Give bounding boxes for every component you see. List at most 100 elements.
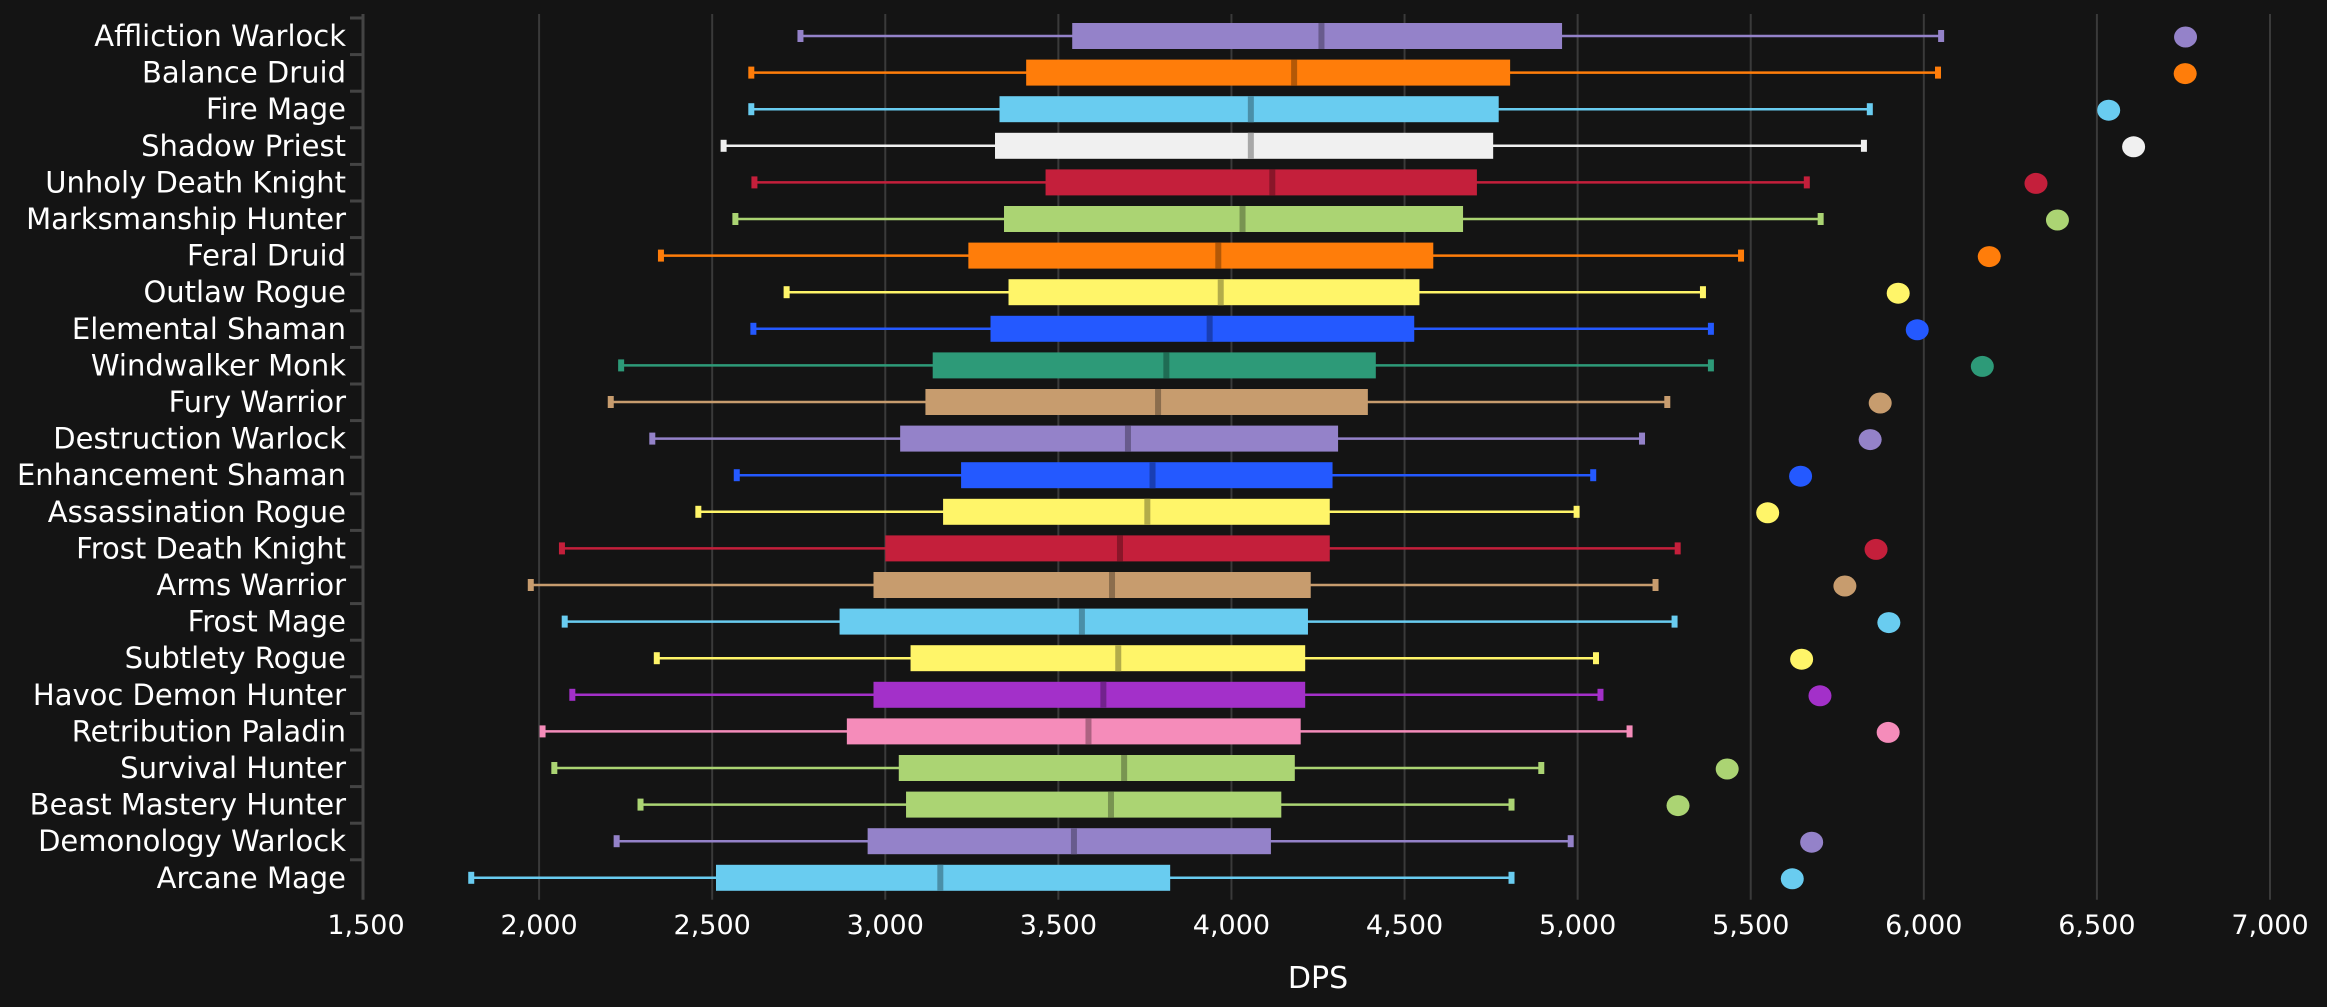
whisker-min-cap bbox=[695, 505, 702, 518]
box-affliction-warlock[interactable] bbox=[797, 23, 2198, 49]
box-retribution-paladin[interactable] bbox=[539, 718, 1900, 745]
box-fire-mage[interactable] bbox=[748, 96, 2121, 123]
box-frost-mage[interactable] bbox=[561, 608, 1901, 635]
x-tick-label: 4,500 bbox=[1366, 910, 1443, 941]
max-point[interactable] bbox=[1808, 685, 1832, 707]
box-arms-warrior[interactable] bbox=[527, 572, 1857, 598]
median-mark bbox=[1115, 645, 1122, 672]
median-mark bbox=[1247, 96, 1254, 123]
x-tick-label: 1,500 bbox=[327, 910, 404, 941]
iqr-box bbox=[1045, 169, 1477, 196]
max-point[interactable] bbox=[2024, 172, 2048, 194]
x-tick-label: 5,500 bbox=[1712, 910, 1789, 941]
whisker-min-cap bbox=[613, 835, 620, 848]
whisker-min-cap bbox=[527, 579, 534, 591]
max-point[interactable] bbox=[1858, 429, 1882, 451]
whisker-max-cap bbox=[1508, 871, 1515, 884]
iqr-box bbox=[943, 498, 1330, 525]
iqr-box bbox=[898, 755, 1295, 781]
median-mark bbox=[1070, 828, 1077, 855]
whisker-min-cap bbox=[750, 322, 757, 335]
iqr-box bbox=[846, 718, 1301, 745]
box-demonology-warlock[interactable] bbox=[613, 828, 1824, 855]
max-point[interactable] bbox=[1877, 612, 1901, 634]
max-point[interactable] bbox=[2045, 209, 2069, 231]
box-beast-mastery-hunter[interactable] bbox=[637, 791, 1690, 818]
max-point[interactable] bbox=[2122, 136, 2146, 158]
max-point[interactable] bbox=[1864, 538, 1888, 560]
x-tick-label: 3,500 bbox=[1020, 910, 1097, 941]
max-point[interactable] bbox=[1800, 831, 1824, 853]
max-point[interactable] bbox=[2173, 63, 2197, 85]
whisker-max-cap bbox=[1573, 505, 1580, 518]
box-balance-druid[interactable] bbox=[748, 59, 2197, 86]
x-tick-label: 6,000 bbox=[1885, 910, 1962, 941]
max-point[interactable] bbox=[1789, 465, 1813, 487]
median-mark bbox=[1085, 718, 1092, 745]
box-enhancement-shaman[interactable] bbox=[733, 462, 1813, 489]
max-point[interactable] bbox=[2174, 26, 2198, 48]
median-mark bbox=[1107, 791, 1114, 818]
whisker-max-cap bbox=[1508, 798, 1515, 811]
whisker-min-cap bbox=[653, 652, 660, 665]
box-feral-druid[interactable] bbox=[657, 242, 2001, 269]
box-unholy-death-knight[interactable] bbox=[751, 169, 2048, 196]
y-category-label: Unholy Death Knight bbox=[45, 165, 346, 199]
y-category-label: Balance Druid bbox=[142, 56, 346, 90]
box-marksmanship-hunter[interactable] bbox=[732, 206, 2069, 232]
box-survival-hunter[interactable] bbox=[551, 755, 1739, 781]
box-shadow-priest[interactable] bbox=[720, 132, 2146, 159]
whisker-max-cap bbox=[1860, 139, 1867, 152]
max-point[interactable] bbox=[1780, 868, 1804, 890]
max-point[interactable] bbox=[1790, 648, 1814, 670]
x-tick-label: 3,000 bbox=[847, 910, 924, 941]
box-frost-death-knight[interactable] bbox=[558, 535, 1888, 562]
box-fury-warrior[interactable] bbox=[607, 389, 1892, 415]
whisker-max-cap bbox=[1738, 249, 1745, 262]
box-arcane-mage[interactable] bbox=[468, 864, 1804, 891]
whisker-min-cap bbox=[751, 176, 758, 189]
median-mark bbox=[1239, 206, 1246, 232]
gridlines bbox=[538, 14, 2271, 900]
max-point[interactable] bbox=[1970, 355, 1994, 377]
max-point[interactable] bbox=[1833, 575, 1857, 597]
x-tick-label: 6,500 bbox=[2058, 910, 2135, 941]
y-category-label: Beast Mastery Hunter bbox=[30, 788, 346, 822]
iqr-box bbox=[925, 389, 1368, 415]
max-point[interactable] bbox=[1876, 721, 1900, 743]
max-point[interactable] bbox=[1868, 392, 1892, 414]
box-destruction-warlock[interactable] bbox=[649, 425, 1882, 452]
max-point[interactable] bbox=[1715, 758, 1739, 780]
iqr-box bbox=[910, 645, 1306, 672]
box-outlaw-rogue[interactable] bbox=[783, 279, 1910, 306]
box-subtlety-rogue[interactable] bbox=[653, 645, 1814, 672]
whisker-min-cap bbox=[657, 249, 664, 262]
whisker-max-cap bbox=[1590, 469, 1597, 482]
median-mark bbox=[1155, 389, 1162, 415]
whisker-min-cap bbox=[748, 103, 755, 116]
max-point[interactable] bbox=[1905, 319, 1929, 341]
box-havoc-demon-hunter[interactable] bbox=[569, 681, 1832, 708]
whisker-min-cap bbox=[618, 359, 625, 372]
whisker-min-cap bbox=[649, 432, 656, 445]
max-point[interactable] bbox=[1756, 502, 1780, 524]
y-category-label: Fury Warrior bbox=[169, 385, 347, 419]
whisker-min-cap bbox=[558, 542, 565, 555]
y-category-label: Survival Hunter bbox=[120, 751, 346, 785]
whisker-max-cap bbox=[1803, 176, 1810, 189]
max-point[interactable] bbox=[2097, 99, 2121, 121]
box-elemental-shaman[interactable] bbox=[750, 315, 1929, 342]
whisker-min-cap bbox=[561, 615, 568, 628]
whisker-max-cap bbox=[1699, 286, 1706, 299]
max-point[interactable] bbox=[1977, 246, 2001, 268]
median-mark bbox=[1078, 608, 1085, 635]
box-windwalker-monk[interactable] bbox=[618, 352, 1994, 379]
median-mark bbox=[1109, 572, 1116, 598]
y-category-label: Frost Death Knight bbox=[76, 531, 346, 565]
whisker-max-cap bbox=[1938, 30, 1945, 42]
iqr-box bbox=[900, 425, 1339, 452]
box-assassination-rogue[interactable] bbox=[695, 498, 1780, 525]
max-point[interactable] bbox=[1666, 795, 1690, 817]
max-point[interactable] bbox=[1886, 282, 1910, 304]
